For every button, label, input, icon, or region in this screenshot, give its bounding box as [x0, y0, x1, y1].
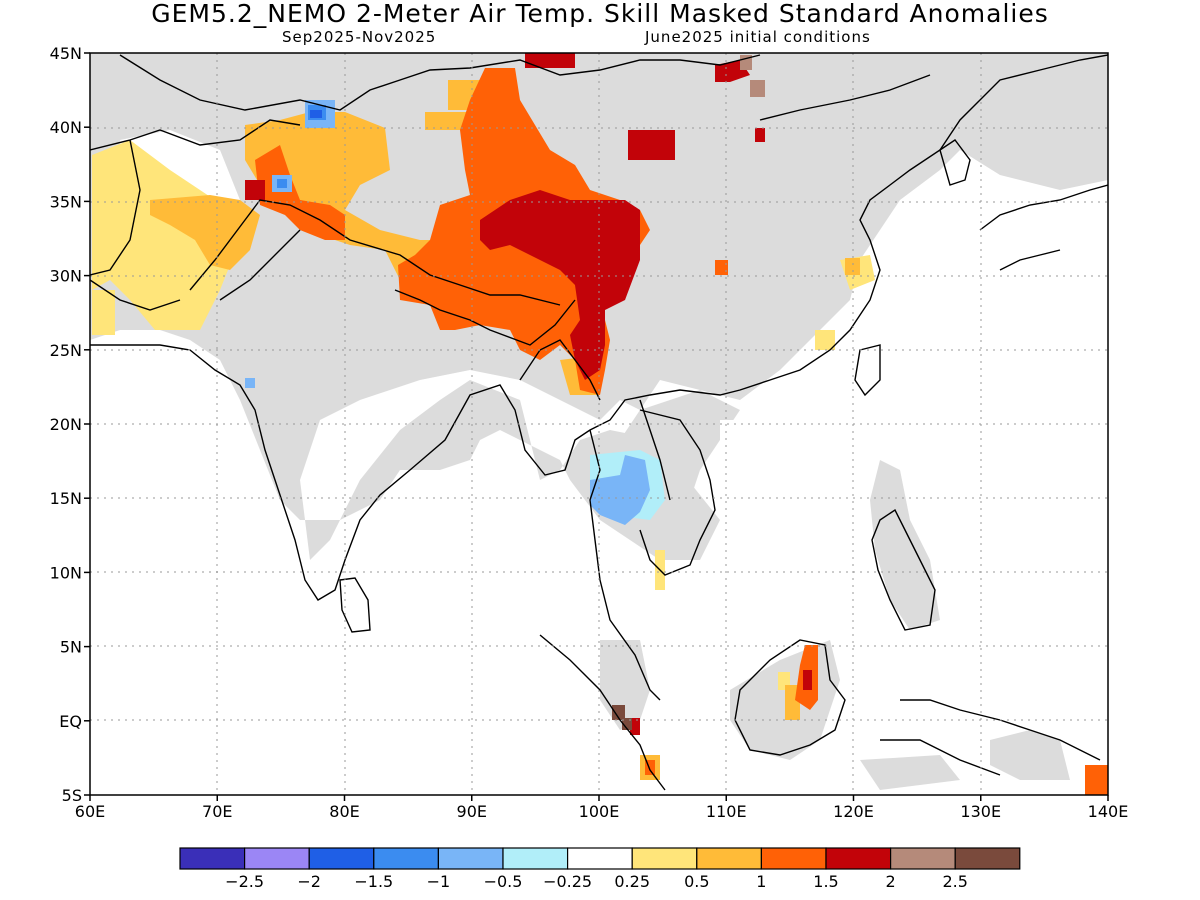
- colorbar-label: 1.5: [813, 872, 838, 891]
- colorbar-swatch: [631, 847, 698, 870]
- season-subtitle: Sep2025-Nov2025: [282, 28, 437, 46]
- x-tick-label: 130E: [960, 802, 1001, 821]
- x-tick-label: 120E: [833, 802, 874, 821]
- y-tick-label: 20N: [50, 415, 82, 434]
- colorbar-swatch: [437, 847, 504, 870]
- chart-title: GEM5.2_NEMO 2-Meter Air Temp. Skill Mask…: [151, 0, 1049, 28]
- y-tick-label: 15N: [50, 489, 82, 508]
- y-tick-label: EQ: [59, 712, 82, 731]
- grid-layer: [90, 53, 1108, 795]
- y-tick-label: 45N: [50, 44, 82, 63]
- x-tick-label: 60E: [75, 802, 105, 821]
- colorbar: −2.5 −2 −1.5 −1 −0.5 −0.25 0.25 0.5 1 1.5 2 2.5: [179, 847, 1021, 891]
- colorbar-label: −1.5: [354, 872, 393, 891]
- colorbar-label: −2: [297, 872, 321, 891]
- y-tick-label: 5S: [62, 786, 82, 805]
- coastline-layer: [90, 54, 1108, 791]
- y-tick-label: 40N: [50, 118, 82, 137]
- colorbar-label: 1: [756, 872, 766, 891]
- colorbar-swatch: [308, 847, 375, 870]
- y-tick-label: 10N: [50, 563, 82, 582]
- colorbar-swatch: [696, 847, 762, 870]
- colorbar-label: −0.5: [484, 872, 523, 891]
- colorbar-swatch: [373, 847, 439, 870]
- x-tick-label: 70E: [202, 802, 232, 821]
- colorbar-swatch: [566, 847, 633, 870]
- y-tick-label: 5N: [60, 638, 82, 657]
- colorbar-swatch: [889, 847, 956, 870]
- y-tick-label: 30N: [50, 267, 82, 286]
- x-tick-label: 90E: [457, 802, 487, 821]
- colorbar-label: −2.5: [225, 872, 264, 891]
- colorbar-swatch: [825, 847, 892, 870]
- colorbar-label: 2: [886, 872, 896, 891]
- colorbar-label: 0.5: [684, 872, 709, 891]
- x-tick-label: 100E: [579, 802, 620, 821]
- colorbar-label: 2.5: [942, 872, 967, 891]
- x-tick-label: 110E: [706, 802, 747, 821]
- axis-ticks: 60E 70E 80E 90E 100E 110E 120E 130E 140E 45N 40N 35…: [50, 44, 1129, 821]
- y-tick-label: 25N: [50, 341, 82, 360]
- colorbar-label: −1: [427, 872, 451, 891]
- init-subtitle: June2025 initial conditions: [645, 28, 871, 46]
- colorbar-swatch: [179, 847, 246, 870]
- x-tick-label: 80E: [329, 802, 359, 821]
- y-tick-label: 35N: [50, 192, 82, 211]
- x-tick-label: 140E: [1088, 802, 1129, 821]
- colorbar-swatch: [954, 847, 1021, 870]
- colorbar-label: −0.25: [543, 872, 592, 891]
- colorbar-swatch: [244, 847, 310, 870]
- colorbar-label: 0.25: [614, 872, 650, 891]
- colorbar-swatch: [760, 847, 827, 870]
- colorbar-swatch: [502, 847, 569, 870]
